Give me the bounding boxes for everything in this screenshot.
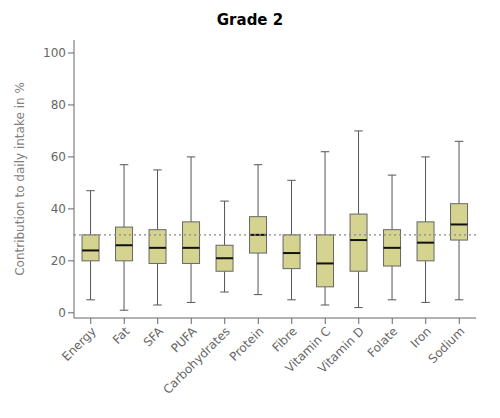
svg-text:80: 80 bbox=[51, 98, 66, 112]
svg-text:Fibre: Fibre bbox=[269, 324, 299, 354]
svg-text:Iron: Iron bbox=[408, 324, 434, 350]
svg-text:Sodium: Sodium bbox=[426, 324, 468, 366]
html-text:Grade 2: Grade 2 bbox=[216, 11, 284, 29]
svg-text:Protein: Protein bbox=[227, 324, 267, 364]
svg-text:SFA: SFA bbox=[141, 324, 167, 350]
svg-text:100: 100 bbox=[43, 46, 66, 60]
svg-text:0: 0 bbox=[58, 306, 66, 320]
svg-text:Carbohydrates: Carbohydrates bbox=[160, 324, 233, 397]
svg-text:Folate: Folate bbox=[365, 324, 401, 360]
svg-text:Vitamin D: Vitamin D bbox=[315, 324, 367, 376]
svg-text:40: 40 bbox=[51, 202, 66, 216]
svg-text:Contribution to daily intake i: Contribution to daily intake in % bbox=[13, 82, 27, 276]
svg-text:20: 20 bbox=[51, 254, 66, 268]
svg-text:Fat: Fat bbox=[110, 324, 133, 347]
svg-text:60: 60 bbox=[51, 150, 66, 164]
svg-text:PUFA: PUFA bbox=[168, 324, 200, 356]
svg-text:Energy: Energy bbox=[59, 324, 99, 364]
svg-text:Vitamin C: Vitamin C bbox=[282, 324, 334, 376]
